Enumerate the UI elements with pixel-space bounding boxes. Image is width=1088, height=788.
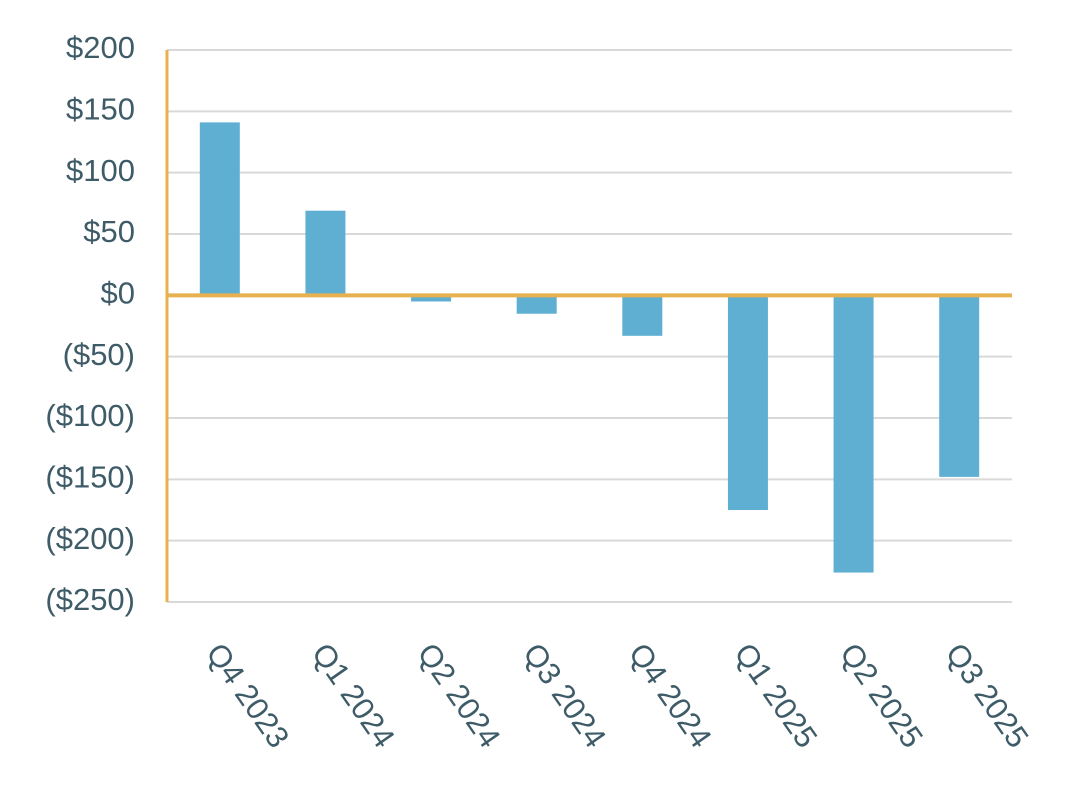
bar <box>727 295 768 510</box>
bar <box>411 295 452 302</box>
x-tick-label: Q1 2025 <box>727 637 824 755</box>
y-tick-label: ($150) <box>45 460 135 495</box>
y-tick-label: $50 <box>83 214 135 249</box>
y-tick-label: $100 <box>66 153 135 188</box>
y-tick-label: ($100) <box>45 398 135 433</box>
bar <box>622 295 663 336</box>
bar <box>516 295 557 314</box>
x-tick-label: Q1 2024 <box>305 637 402 755</box>
x-tick-label: Q3 2024 <box>516 637 613 755</box>
bar <box>939 295 980 477</box>
y-tick-label: ($250) <box>45 582 135 617</box>
y-tick-label: ($200) <box>45 521 135 556</box>
x-tick-label: Q2 2024 <box>411 637 508 755</box>
x-tick-label: Q3 2025 <box>939 637 1036 755</box>
y-tick-label: $150 <box>66 92 135 127</box>
bar <box>305 210 346 296</box>
x-tick-label: Q4 2023 <box>199 637 296 755</box>
x-tick-label: Q4 2024 <box>622 637 719 755</box>
bar <box>833 295 874 573</box>
y-tick-label: ($50) <box>63 337 135 372</box>
bar <box>199 122 240 296</box>
y-tick-label: $200 <box>66 30 135 65</box>
y-tick-label: $0 <box>101 276 135 311</box>
x-tick-label: Q2 2025 <box>833 637 930 755</box>
